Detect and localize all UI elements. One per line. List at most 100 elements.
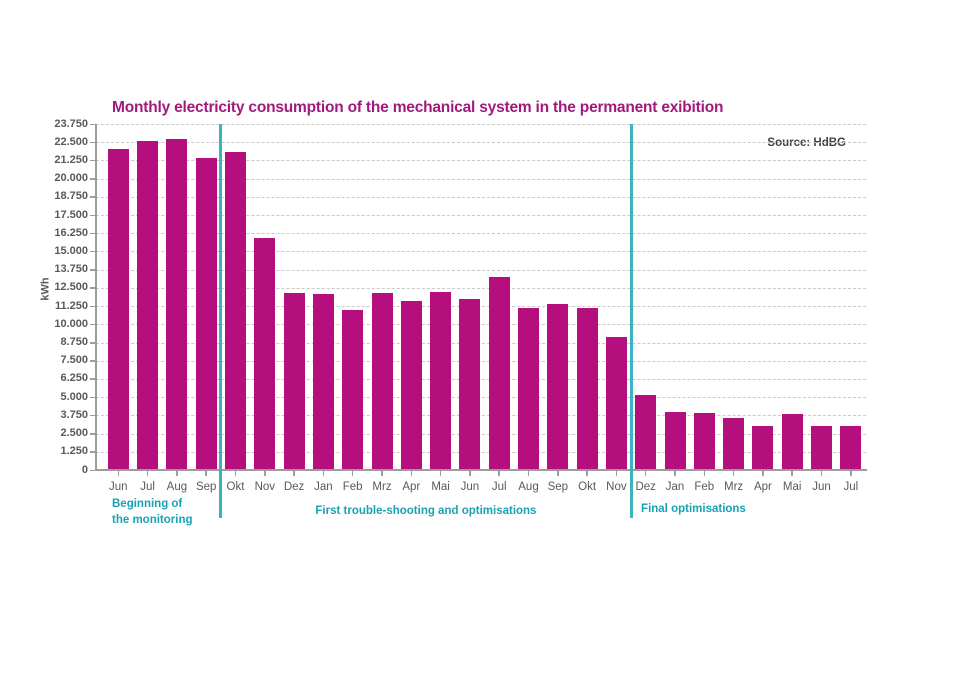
bar-nov-17 [605, 337, 627, 469]
x-tick-label: Jan [665, 481, 685, 493]
x-tick-label: Feb [342, 481, 363, 493]
y-tick-label: 16.250 [54, 226, 88, 239]
x-axis-tick [644, 471, 647, 476]
x-tick-label: Apr [402, 481, 421, 493]
y-axis-tick [90, 178, 95, 180]
x-tick-label: Sep [195, 481, 217, 493]
gridline [96, 378, 866, 380]
y-axis-tick [90, 342, 95, 344]
x-tick-label: Aug [518, 481, 539, 493]
y-axis-tick [90, 250, 95, 253]
x-axis-tick [850, 471, 852, 476]
bar-nov-5 [254, 238, 276, 469]
x-tick-label: Mai [782, 481, 802, 493]
y-tick-label: 10.000 [54, 317, 88, 330]
y-tick-label: 21.250 [54, 153, 88, 166]
bar-jan-19 [664, 412, 686, 469]
y-tick-label: 18.750 [54, 190, 88, 203]
x-axis-tick [205, 471, 207, 476]
x-axis-line [95, 469, 867, 471]
x-axis-tick [527, 471, 530, 476]
x-axis-tick [762, 471, 764, 476]
bar-okt-16 [576, 307, 598, 469]
x-tick-label: Jul [491, 481, 507, 493]
y-axis-tick [90, 287, 95, 289]
x-axis-tick [117, 471, 120, 476]
x-tick-label: Jun [109, 481, 128, 493]
y-tick-label: 7.500 [60, 354, 88, 367]
y-axis-tick [90, 159, 95, 162]
x-tick-label: Jun [460, 481, 480, 493]
x-tick-label: Okt [578, 481, 597, 493]
y-axis-tick [90, 433, 95, 435]
y-axis-tick [90, 323, 95, 326]
x-axis-tick [410, 471, 413, 476]
y-axis-tick [90, 123, 95, 125]
x-axis-tick [820, 471, 823, 476]
bar-jul-25 [840, 426, 862, 469]
bar-aug-2 [166, 139, 188, 469]
bar-apr-10 [400, 301, 422, 469]
x-axis-tick [498, 471, 500, 476]
x-axis-tick [264, 471, 266, 476]
bar-mai-23 [781, 413, 803, 469]
y-axis-tick [90, 396, 95, 399]
bar-jun-24 [811, 426, 832, 469]
y-tick-label: 2.500 [60, 427, 88, 440]
x-axis-tick [351, 471, 354, 476]
x-tick-label: Aug [166, 481, 188, 493]
y-axis-tick [90, 214, 95, 217]
gridline [96, 233, 866, 235]
gridline [96, 306, 866, 308]
y-tick-label: 1.250 [60, 445, 88, 458]
x-tick-label: Nov [254, 481, 276, 493]
bar-mai-11 [430, 291, 452, 469]
bar-okt-4 [225, 152, 246, 469]
x-tick-label: Jul [843, 481, 859, 493]
gridline [96, 160, 866, 162]
x-tick-label: Dez [635, 481, 656, 493]
x-axis-tick [557, 471, 559, 476]
y-tick-label: 22.500 [54, 135, 88, 148]
y-axis-tick [90, 469, 95, 471]
x-axis-tick [439, 471, 442, 476]
x-tick-label: Dez [283, 481, 305, 493]
y-axis-tick [90, 378, 95, 380]
bar-jul-1 [137, 141, 159, 469]
x-axis-tick [381, 471, 383, 476]
bar-jun-0 [107, 149, 129, 469]
x-axis-tick [674, 471, 676, 476]
gridline [96, 433, 866, 435]
y-tick-label: 20.000 [54, 172, 88, 185]
y-axis-tick [90, 414, 95, 417]
x-tick-label: Apr [753, 481, 772, 493]
bar-jun-12 [459, 298, 481, 469]
bar-jul-13 [488, 276, 510, 469]
phase-separator-line [219, 124, 223, 518]
y-tick-label: 8.750 [60, 336, 88, 349]
bar-aug-14 [518, 307, 539, 469]
y-axis-tick [90, 141, 95, 144]
y-axis-tick [90, 451, 95, 453]
gridline [96, 397, 866, 399]
gridline [96, 342, 866, 344]
y-tick-label: 0 [81, 463, 88, 476]
x-axis-tick [732, 471, 735, 476]
y-axis-tick [90, 196, 95, 198]
x-axis-tick [586, 471, 588, 476]
y-tick-label: 13.750 [54, 263, 88, 276]
y-axis-line [95, 124, 97, 470]
y-tick-label: 5.000 [60, 390, 88, 403]
gridline [96, 324, 866, 326]
x-axis-tick [469, 471, 471, 476]
x-tick-label: Sep [547, 481, 569, 493]
bar-sep-3 [195, 158, 217, 469]
x-axis-tick [322, 471, 325, 476]
y-axis-tick [90, 360, 95, 362]
phase-separator-line [629, 124, 633, 518]
gridline [96, 178, 866, 180]
phase-label: First trouble-shooting and optimisations [315, 505, 537, 517]
gridline [96, 269, 866, 271]
bar-apr-22 [752, 425, 774, 469]
